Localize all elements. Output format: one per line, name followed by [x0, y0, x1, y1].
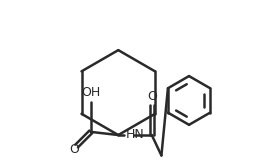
Text: O: O	[69, 144, 79, 156]
Text: OH: OH	[81, 86, 100, 99]
Text: O: O	[147, 90, 157, 103]
Text: HN: HN	[126, 128, 145, 141]
